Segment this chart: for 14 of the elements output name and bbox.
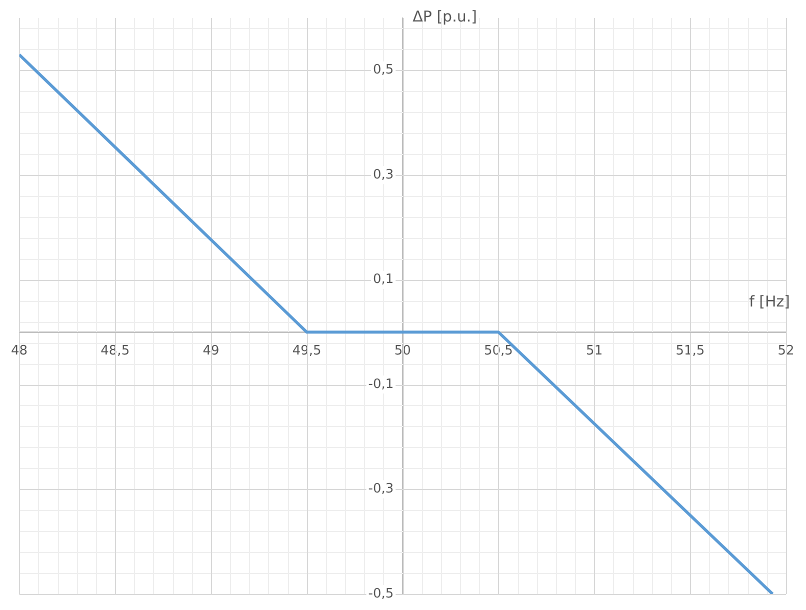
y-tick-label: -0,3	[368, 482, 394, 497]
x-tick-label: 52	[778, 343, 794, 358]
x-tick-label: 51,5	[676, 343, 705, 358]
x-tick-label: 49	[202, 343, 220, 358]
x-tick-label: 50	[394, 343, 411, 358]
y-tick-label: -0,5	[368, 586, 394, 602]
x-tick-label: 51	[586, 343, 603, 358]
x-tick-label: 48	[11, 343, 28, 358]
x-axis-title: f [Hz]	[749, 292, 790, 311]
y-tick-label: 0,1	[372, 272, 394, 288]
y-axis-title: ΔP [p.u.]	[412, 7, 477, 26]
y-tick-label: 0,5	[372, 62, 394, 78]
y-tick-label: 0,3	[372, 167, 394, 182]
y-tick-label: -0,1	[368, 376, 394, 392]
